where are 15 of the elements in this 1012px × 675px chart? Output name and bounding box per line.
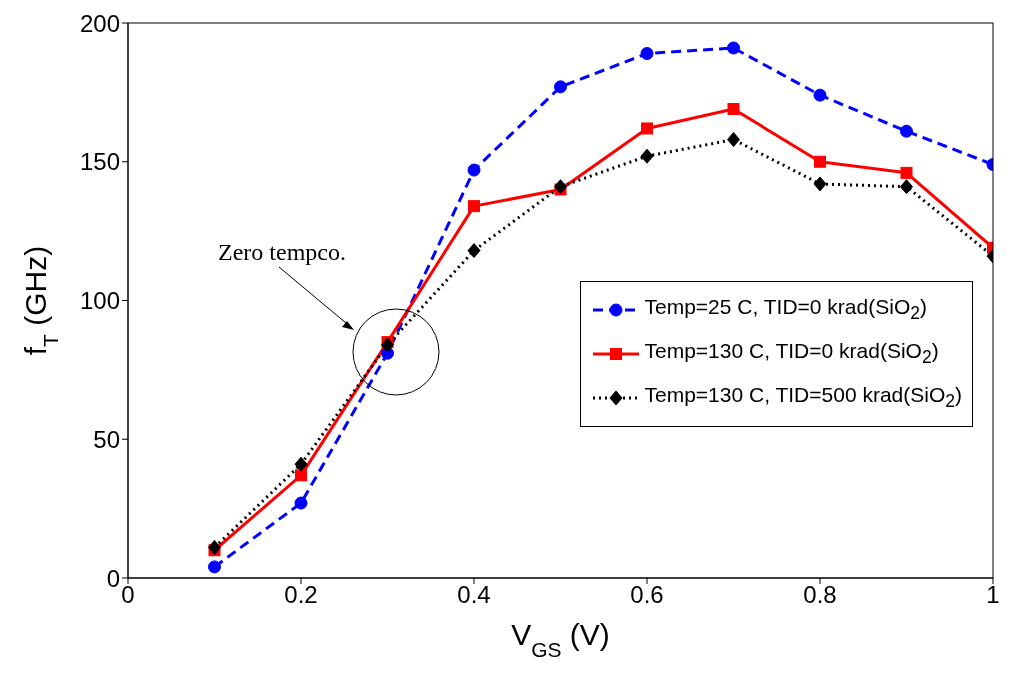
annotation: Zero tempco.: [218, 239, 346, 265]
x-tick-label: 0.6: [630, 581, 664, 609]
y-tick-label: 0: [106, 564, 120, 592]
y-tick-label: 100: [79, 287, 120, 315]
x-tick-label: 0.4: [457, 581, 491, 609]
legend-label: Temp=25 C, TID=0 krad(SiO$_{2}$): [644, 294, 927, 325]
x-tick-label: 0.2: [284, 581, 318, 609]
x-tick-label: 1: [986, 581, 1000, 609]
legend-label: Temp=130 C, TID=0 krad(SiO$_{2}$): [644, 338, 939, 369]
y-tick-label: 50: [93, 425, 120, 453]
y-tick-label: 150: [79, 148, 120, 176]
y-tick-label: 200: [79, 9, 120, 37]
legend-label: Temp=130 C, TID=500 krad(SiO$_{2}$): [644, 382, 962, 413]
x-axis-title: V$_{GS}$ (V): [511, 618, 610, 661]
x-tick-label: 0.8: [803, 581, 837, 609]
